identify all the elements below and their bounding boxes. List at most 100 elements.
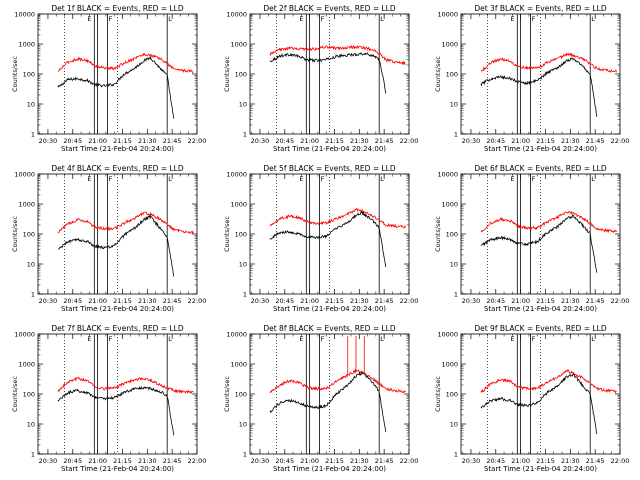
x-tick-label: 22:00 [611, 137, 630, 145]
segment-marker: E [510, 15, 514, 23]
y-tick-label: 100 [235, 71, 247, 79]
x-tick-label: 21:00 [511, 297, 530, 305]
series-lld-line [57, 52, 194, 74]
x-tick-label: 22:00 [611, 297, 630, 305]
x-tick-label: 21:15 [536, 457, 555, 465]
x-tick-label: 21:45 [163, 297, 182, 305]
y-tick-label: 10000 [226, 331, 247, 339]
y-tick-label: 10000 [226, 11, 247, 19]
chart-panel-7: Det 7f BLACK = Events, RED = LLD 1 10 100 10… [11, 324, 206, 473]
x-tick-label: 21:30 [350, 457, 369, 465]
y-tick-label: 1000 [18, 361, 35, 369]
y-axis-label: Counts/sec [434, 376, 442, 412]
segment-marker: L [168, 175, 172, 183]
x-tick-label: 21:30 [561, 137, 580, 145]
segment-marker: F [532, 175, 536, 183]
series-lld-line [269, 208, 406, 229]
x-axis-label: Start Time (21-Feb-04 20:24:00) [273, 305, 386, 313]
x-tick-label: 22:00 [400, 137, 419, 145]
y-tick-label: 10 [27, 261, 35, 269]
x-tick-label: 21:30 [350, 137, 369, 145]
x-axis-label: Start Time (21-Feb-04 20:24:00) [273, 465, 386, 473]
segment-marker: L [168, 15, 172, 23]
x-tick-label: 21:15 [325, 137, 344, 145]
x-tick-label: 21:45 [375, 297, 394, 305]
x-tick-label: 22:00 [400, 297, 419, 305]
y-axis-label: Counts/sec [11, 56, 19, 92]
y-tick-label: 1 [31, 291, 35, 299]
y-tick-label: 1000 [441, 201, 458, 209]
y-axis-label: Counts/sec [223, 216, 231, 252]
segment-marker: L [591, 15, 595, 23]
series-events-line [480, 214, 598, 273]
y-axis-label: Counts/sec [11, 216, 19, 252]
chart-panel-5: Det 5f BLACK = Events, RED = LLD 1 10 100 10… [223, 164, 418, 313]
y-tick-label: 1 [243, 451, 247, 459]
series-lld-line [57, 211, 194, 234]
x-axis-label: Start Time (21-Feb-04 20:24:00) [61, 465, 174, 473]
x-axis-label: Start Time (21-Feb-04 20:24:00) [61, 305, 174, 313]
series-lld-line [269, 368, 406, 394]
segment-marker: F [532, 335, 536, 343]
x-tick-label: 20:30 [462, 297, 481, 305]
x-tick-label: 21:45 [163, 137, 182, 145]
chart-panel-3: Det 3f BLACK = Events, RED = LLD 1 10 100 10… [434, 4, 629, 153]
chart-panel-8: Det 8f BLACK = Events, RED = LLD 1 10 100 10… [223, 324, 418, 473]
x-tick-label: 21:00 [88, 297, 107, 305]
y-tick-label: 10 [239, 261, 247, 269]
series-lld-line [480, 369, 617, 394]
y-tick-label: 100 [446, 71, 458, 79]
series-lld-line [480, 210, 617, 234]
y-tick-label: 1000 [441, 41, 458, 49]
x-tick-label: 21:00 [300, 137, 319, 145]
series-events-line [57, 56, 175, 119]
segment-marker: F [321, 15, 325, 23]
x-tick-label: 21:00 [511, 457, 530, 465]
y-tick-label: 100 [23, 71, 35, 79]
segment-marker: F [109, 335, 113, 343]
x-tick-label: 22:00 [400, 457, 419, 465]
y-axis-label: Counts/sec [11, 376, 19, 412]
segment-marker: F [321, 335, 325, 343]
y-tick-label: 1000 [230, 201, 247, 209]
y-tick-label: 1 [454, 131, 458, 139]
y-axis-label: Counts/sec [434, 216, 442, 252]
y-tick-label: 10000 [14, 171, 35, 179]
segment-marker: F [532, 15, 536, 23]
x-tick-label: 20:30 [39, 457, 58, 465]
segment-marker: F [321, 175, 325, 183]
y-tick-label: 100 [235, 391, 247, 399]
y-tick-label: 10 [239, 421, 247, 429]
chart-panel-6: Det 6f BLACK = Events, RED = LLD 1 10 100 10… [434, 164, 629, 313]
series-lld-line [57, 376, 194, 395]
y-tick-label: 1 [243, 131, 247, 139]
panel-title: Det 9f BLACK = Events, RED = LLD [474, 324, 607, 333]
x-tick-label: 21:45 [375, 457, 394, 465]
series-lld-line [480, 52, 617, 73]
series-events-line [480, 57, 598, 117]
x-tick-label: 21:45 [586, 137, 605, 145]
segment-marker: F [109, 15, 113, 23]
x-tick-label: 21:30 [561, 297, 580, 305]
y-tick-label: 10 [27, 421, 35, 429]
x-tick-label: 20:30 [39, 137, 58, 145]
series-events-line [57, 385, 175, 436]
y-tick-label: 1000 [441, 361, 458, 369]
y-axis-label: Counts/sec [223, 376, 231, 412]
y-tick-label: 10000 [437, 11, 458, 19]
y-tick-label: 10000 [14, 11, 35, 19]
segment-marker: E [510, 335, 514, 343]
y-tick-label: 1 [454, 291, 458, 299]
panel-title: Det 6f BLACK = Events, RED = LLD [474, 164, 607, 173]
y-tick-label: 100 [23, 391, 35, 399]
x-tick-label: 21:45 [586, 457, 605, 465]
x-tick-label: 21:00 [511, 137, 530, 145]
segment-marker: L [168, 335, 172, 343]
x-tick-label: 21:30 [138, 457, 157, 465]
series-lld-line [269, 44, 406, 66]
y-tick-label: 1000 [18, 41, 35, 49]
x-tick-label: 21:15 [536, 137, 555, 145]
x-tick-label: 21:00 [300, 297, 319, 305]
series-events-line [269, 211, 387, 268]
x-tick-label: 22:00 [188, 137, 207, 145]
